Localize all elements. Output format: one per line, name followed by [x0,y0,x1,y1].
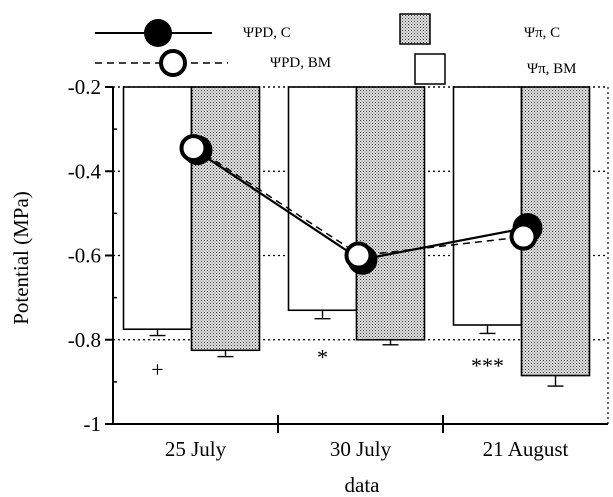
y-tick-label: -0.8 [68,328,101,352]
bar-pi-c [357,87,425,340]
legend-item-pd-bm: ΨPD, BM [95,51,331,75]
legend-item-pi-c: Ψπ, C [400,14,560,44]
x-axis-title: data [345,473,381,497]
bar-pi-bm [124,87,192,329]
marker-pd-bm [347,244,371,268]
legend-label-pd-bm: ΨPD, BM [270,55,331,71]
significance-mark: * [317,345,328,370]
legend-open-circle-marker [161,51,185,75]
y-tick-label: -0.2 [68,75,101,99]
chart-legend: ΨPD, C ΨPD, BM Ψπ, C Ψπ, BM [95,14,576,84]
y-tick-label: -0.4 [68,159,102,183]
legend-item-pd-c: ΨPD, C [95,19,291,47]
x-tick-label: 21 August [483,437,569,461]
legend-filled-circle-marker [144,19,172,47]
bar-pi-bm [454,87,522,325]
legend-label-pi-c: Ψπ, C [524,25,560,41]
y-tick-label: -1 [84,412,102,436]
legend-label-pi-bm: Ψπ, BM [527,61,576,77]
legend-stipple-swatch [400,14,430,44]
x-tick-label: 30 July [330,437,392,461]
x-tick-label: 25 July [165,437,227,461]
significance-mark: *** [471,353,504,378]
marker-pd-bm [512,225,536,249]
y-axis-title: Potential (MPa) [9,191,33,325]
bar-pi-bm [289,87,357,310]
legend-white-swatch [415,54,445,84]
marker-pd-bm [182,136,206,160]
significance-mark: + [151,357,163,382]
legend-label-pd-c: ΨPD, C [243,25,291,41]
legend-item-pi-bm: Ψπ, BM [415,54,576,84]
y-tick-label: -0.6 [68,244,101,268]
bar-pi-c [192,87,260,350]
